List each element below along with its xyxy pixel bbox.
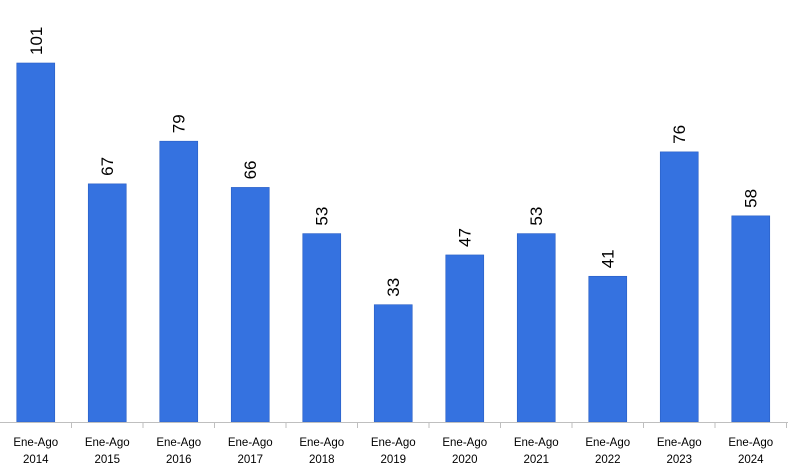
tick-label-year: 2018 — [309, 454, 335, 466]
tick-label-period: Ene-Ago — [299, 437, 344, 449]
value-label-2014: 101 — [27, 27, 46, 55]
tick-labels-group: Ene-Ago 2014 Ene-Ago 2015 Ene-Ago 2016 Ene-Ago… — [13, 437, 773, 466]
value-label-2018: 53 — [313, 207, 332, 226]
bar-2023 — [659, 151, 699, 423]
tick-label-year: 2022 — [595, 454, 621, 466]
bar-2019 — [373, 304, 413, 423]
bar-2017 — [230, 187, 270, 423]
tick-label-period: Ene-Ago — [13, 437, 58, 449]
bar-2021 — [516, 233, 556, 423]
bars-group — [16, 62, 771, 423]
tick-marks-group — [71, 422, 787, 428]
value-label-2023: 76 — [670, 125, 689, 144]
bar-2024 — [731, 215, 771, 423]
bar-2018 — [302, 233, 342, 423]
tick-label-year: 2021 — [523, 454, 549, 466]
bar-2015 — [87, 183, 127, 423]
bar-2016 — [159, 140, 199, 423]
value-label-2017: 66 — [241, 160, 260, 179]
value-label-2020: 47 — [456, 228, 475, 247]
tick-label-year: 2016 — [166, 454, 192, 466]
tick-label-year: 2014 — [23, 454, 49, 466]
bar-2014 — [16, 62, 56, 423]
value-label-2022: 41 — [599, 249, 618, 268]
value-labels-group: 101 67 79 66 53 33 47 53 41 76 58 — [27, 27, 761, 297]
tick-label-year: 2017 — [237, 454, 263, 466]
bar-2022 — [588, 275, 628, 423]
value-label-2016: 79 — [170, 114, 189, 133]
tick-label-year: 2023 — [666, 454, 692, 466]
tick-label-period: Ene-Ago — [371, 437, 416, 449]
value-label-2019: 33 — [384, 278, 403, 297]
tick-label-period: Ene-Ago — [442, 437, 487, 449]
bar-2020 — [445, 254, 485, 423]
tick-label-period: Ene-Ago — [585, 437, 630, 449]
tick-label-period: Ene-Ago — [85, 437, 130, 449]
tick-label-period: Ene-Ago — [514, 437, 559, 449]
value-label-2024: 58 — [742, 189, 761, 208]
value-label-2015: 67 — [98, 157, 117, 176]
value-label-2021: 53 — [527, 207, 546, 226]
tick-label-year: 2019 — [380, 454, 406, 466]
tick-label-period: Ene-Ago — [228, 437, 273, 449]
tick-label-year: 2024 — [738, 454, 764, 466]
tick-label-year: 2015 — [94, 454, 120, 466]
tick-label-year: 2020 — [452, 454, 478, 466]
tick-label-period: Ene-Ago — [728, 437, 773, 449]
tick-label-period: Ene-Ago — [657, 437, 702, 449]
tick-label-period: Ene-Ago — [156, 437, 201, 449]
